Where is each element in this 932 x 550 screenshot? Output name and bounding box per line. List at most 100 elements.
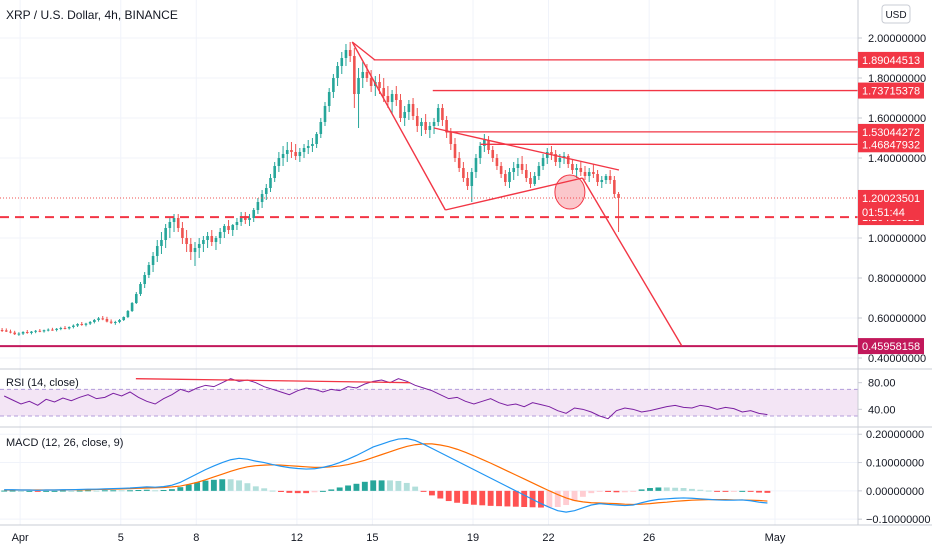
level-tag-text: 1.73715378 — [862, 86, 920, 98]
candle-body — [210, 236, 214, 242]
price-tick-label: 0.80000000 — [868, 273, 926, 285]
level-tag — [858, 123, 924, 140]
candle-body — [327, 92, 331, 106]
time-tick-label: 22 — [542, 532, 554, 544]
candle-body — [0, 330, 4, 331]
candle-body — [197, 244, 201, 248]
macd-tick-label: 0.20000000 — [866, 429, 924, 441]
price-tick-label: 1.00000000 — [868, 233, 926, 245]
candle-body — [214, 238, 218, 242]
macd-histogram-bar — [68, 490, 75, 492]
macd-histogram-bar — [546, 490, 553, 508]
candle-body — [4, 330, 8, 332]
candle-body — [273, 166, 276, 178]
candle-body — [76, 324, 79, 326]
candle-body — [478, 146, 482, 158]
candle-body — [575, 168, 578, 170]
candle-body — [93, 320, 96, 322]
candle-body — [72, 325, 75, 327]
macd-histogram-bar — [152, 490, 159, 492]
candle-body — [311, 144, 314, 146]
candle-body — [13, 332, 16, 335]
candle-body — [231, 225, 235, 230]
macd-histogram-bar — [496, 490, 502, 507]
candle-body — [466, 178, 469, 186]
candle-body — [378, 82, 381, 88]
macd-pane[interactable] — [0, 428, 858, 524]
trendline[interactable] — [445, 177, 583, 211]
candle-body — [516, 164, 520, 168]
macd-histogram-bar — [756, 490, 762, 493]
macd-histogram-bar — [479, 490, 486, 506]
candle-body — [46, 329, 50, 331]
price-tags: 1.89044513 1.73715378 1.530442721.46847932… — [858, 51, 924, 355]
candle-body — [571, 164, 574, 170]
macd-histogram-bar — [101, 490, 108, 492]
macd-tick-label: −0.10000000 — [866, 514, 931, 526]
macd-histogram-bar — [613, 490, 620, 493]
trendline[interactable] — [581, 177, 683, 347]
price-tick-label: 1.60000000 — [868, 113, 926, 125]
macd-histogram-bar — [1, 490, 8, 492]
macd-histogram-bar — [378, 480, 385, 491]
macd-histogram-bar — [160, 490, 167, 492]
candle-body — [336, 66, 339, 78]
candle-body — [424, 122, 427, 130]
candle-body — [281, 154, 285, 158]
macd-histogram-bar — [730, 490, 737, 492]
candle-body — [608, 176, 612, 180]
symbol-title: XRP / U.S. Dollar, 4h, BINANCE — [6, 8, 178, 22]
candle-body — [382, 88, 386, 96]
candle-body — [487, 140, 490, 150]
candle-body — [277, 158, 281, 166]
macd-histogram-bar — [59, 490, 66, 492]
time-tick-label: 26 — [643, 532, 655, 544]
candle-body — [264, 188, 268, 194]
candle-body — [399, 100, 402, 118]
rsi-title: RSI (14, close) — [6, 377, 79, 389]
candle-body — [533, 176, 536, 184]
macd-histogram-bar — [638, 489, 645, 491]
time-tick-label: 8 — [193, 532, 199, 544]
trendline[interactable] — [351, 41, 446, 211]
candle-body — [449, 132, 453, 144]
candle-body — [504, 174, 507, 182]
rsi-divergence-line[interactable] — [135, 378, 411, 384]
breakdown-circle[interactable] — [554, 174, 586, 210]
candle-body — [34, 330, 37, 332]
price-axis[interactable]: 2.00000000 1.80000000 1.60000000 1.40000000… — [858, 33, 931, 526]
level-tag — [858, 51, 924, 68]
candle-body — [545, 152, 549, 158]
macd-histogram-bar — [429, 490, 435, 496]
currency-button[interactable]: USD — [881, 4, 911, 24]
candle-body — [386, 96, 390, 102]
price-pane[interactable] — [0, 0, 858, 368]
macd-histogram-bar — [227, 479, 234, 491]
candle-body — [218, 232, 222, 238]
trendline[interactable] — [351, 41, 376, 61]
macd-histogram-bar — [118, 490, 125, 492]
time-axis[interactable]: Apr 5 8 12 15 19 22 26 May — [12, 532, 786, 544]
candle-body — [114, 322, 117, 323]
candle-body — [470, 172, 474, 186]
macd-histogram-bar — [462, 490, 469, 504]
candle-body — [495, 158, 499, 166]
macd-histogram-bar — [278, 490, 284, 492]
candle-body — [223, 226, 226, 232]
trendline[interactable] — [433, 127, 620, 171]
candle-body — [118, 320, 121, 322]
level-tag — [858, 82, 924, 99]
candle-body — [361, 72, 365, 78]
macd-histogram-bar — [412, 486, 419, 491]
candle-body — [9, 331, 12, 333]
macd-histogram-bar — [470, 490, 477, 505]
macd-histogram-bar — [244, 483, 251, 491]
time-tick-label: May — [765, 532, 786, 544]
candle-body — [122, 317, 126, 320]
currency-button-label: USD — [885, 10, 906, 21]
macd-histogram-bar — [294, 490, 301, 494]
price-tick-label: 1.40000000 — [868, 153, 926, 165]
candle-body — [508, 172, 511, 182]
candle-body — [529, 178, 532, 184]
